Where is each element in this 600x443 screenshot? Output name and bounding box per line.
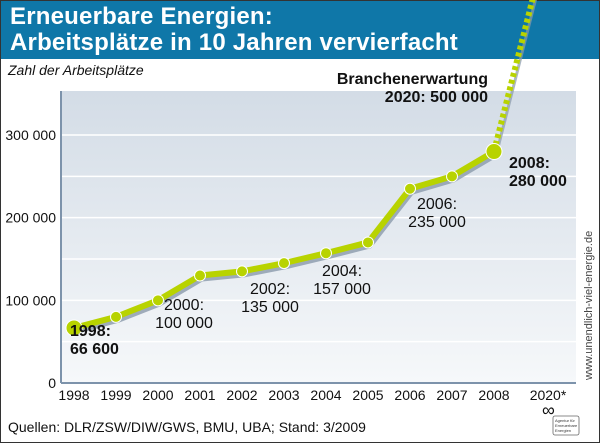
data-point [110, 310, 122, 323]
annotation-2004: 2004:157 000 [313, 263, 371, 298]
x-tick-label: 2001 [184, 387, 215, 403]
annotation-value: 135 000 [241, 299, 299, 316]
annotation-label: 2004: [322, 263, 362, 280]
annotation-value: 235 000 [408, 214, 466, 231]
annotation-label: 2002: [250, 281, 290, 298]
data-point [278, 257, 290, 270]
x-tick-label: 1999 [100, 387, 131, 403]
logo-text-1: Agentur für [555, 418, 575, 423]
x-tick-label: 2008 [478, 387, 509, 403]
x-tick-label: 2005 [352, 387, 383, 403]
annotation-value: 157 000 [313, 281, 371, 298]
logo-text-2: Erneuerbare [555, 423, 578, 428]
title-banner: Erneuerbare Energien: Arbeitsplätze in 1… [1, 1, 599, 59]
y-tick-label: 200 000 [5, 210, 56, 226]
data-point [446, 170, 458, 183]
x-tick-labels: 1998 1999 2000 2001 2002 2003 2004 2005 2006 2007… [58, 387, 566, 403]
data-point [236, 265, 248, 278]
x-tick-label: 1998 [58, 387, 89, 403]
data-point [65, 319, 83, 337]
annotations: 1998:66 600 2000:100 000 2002:135 000 2004:… [70, 71, 567, 358]
annotation-label: Branchenerwartung [337, 71, 488, 88]
source-text: Quellen: DLR/ZSW/DIW/GWS, BMU, UBA; Stan… [8, 419, 366, 435]
plot-area [61, 91, 576, 383]
x-tick-label: 2007 [436, 387, 467, 403]
x-tick-label: 2006 [394, 387, 425, 403]
title-line-2: Arbeitsplätze in 10 Jahren vervierfacht [10, 29, 458, 56]
annotation-label: 2000: [164, 297, 204, 314]
annotation-2008: 2008:280 000 [509, 155, 567, 190]
annotation-value: 66 600 [70, 341, 119, 358]
infinity-icon: ∞ [542, 400, 555, 420]
series-group [65, 0, 537, 337]
annotation-label: 1998: [70, 323, 111, 340]
y-tick-label: 100 000 [5, 292, 56, 308]
website-watermark: www.unendlich-viel-energie.de [583, 230, 595, 380]
annotation-value: 100 000 [155, 315, 213, 332]
annotation-2000: 2000:100 000 [155, 297, 213, 332]
annotation-1998: 1998:66 600 [70, 323, 119, 358]
x-tick-label: 2020* [530, 387, 567, 403]
x-tick-label: 2002 [226, 387, 257, 403]
annotation-label: 2008: [509, 155, 550, 172]
data-point [404, 182, 416, 195]
data-point [194, 269, 206, 282]
data-point [485, 143, 503, 161]
logo-box [552, 415, 580, 436]
y-tick-label: 300 000 [5, 127, 56, 143]
y-axis-label: Zahl der Arbeitsplätze [7, 62, 144, 78]
annotation-value: 2020: 500 000 [385, 89, 488, 106]
x-tick-label: 2003 [268, 387, 299, 403]
y-tick-label: 0 [48, 375, 56, 391]
annotation-2006: 2006:235 000 [408, 196, 466, 231]
data-point [152, 294, 164, 307]
title-line-1: Erneuerbare Energien: [10, 3, 273, 30]
annotation-label: 2006: [417, 196, 457, 213]
x-tick-label: 2004 [310, 387, 341, 403]
annotation-value: 280 000 [509, 173, 567, 190]
logo: ∞ Agentur für Erneuerbare Energien [542, 400, 580, 436]
data-point [362, 236, 374, 249]
logo-text-3: Energien [555, 428, 571, 433]
annotation-2002: 2002:135 000 [241, 281, 299, 316]
data-point [320, 247, 332, 260]
y-tick-labels: 0 100 000 200 000 300 000 [5, 127, 56, 391]
x-tick-label: 2000 [142, 387, 173, 403]
